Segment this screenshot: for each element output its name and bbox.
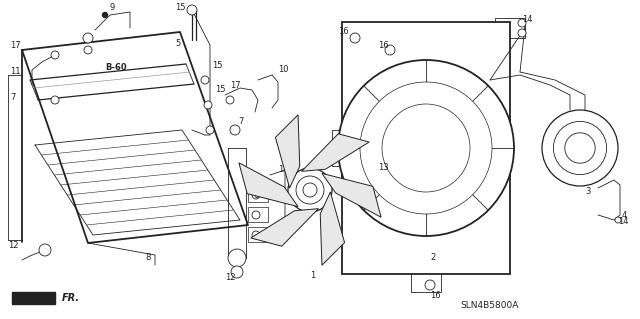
Circle shape	[303, 183, 317, 197]
Bar	[248, 227, 268, 242]
Circle shape	[206, 126, 214, 134]
Text: 11: 11	[10, 68, 20, 77]
Text: 6: 6	[253, 190, 259, 199]
Text: 7: 7	[10, 93, 15, 101]
Text: FR.: FR.	[62, 293, 80, 303]
Text: 9: 9	[110, 4, 115, 12]
Circle shape	[385, 45, 395, 55]
Polygon shape	[239, 163, 298, 207]
Text: 14: 14	[278, 166, 289, 174]
Polygon shape	[251, 209, 319, 246]
Circle shape	[228, 249, 246, 267]
Text: 15: 15	[175, 4, 186, 12]
Text: 10: 10	[278, 65, 289, 75]
Text: B-60: B-60	[105, 63, 127, 71]
Circle shape	[102, 12, 108, 18]
Text: SLN4B5800A: SLN4B5800A	[460, 300, 518, 309]
Circle shape	[204, 101, 212, 109]
Circle shape	[39, 244, 51, 256]
Polygon shape	[301, 134, 369, 171]
Text: 7: 7	[238, 117, 243, 127]
Circle shape	[231, 266, 243, 278]
Text: 16: 16	[430, 291, 440, 300]
Circle shape	[252, 231, 260, 239]
Bar	[248, 207, 268, 222]
Circle shape	[564, 133, 595, 163]
Circle shape	[554, 122, 607, 174]
Circle shape	[382, 104, 470, 192]
Circle shape	[83, 33, 93, 43]
Polygon shape	[275, 115, 300, 188]
Text: 12: 12	[8, 241, 19, 249]
Circle shape	[518, 29, 526, 37]
Circle shape	[296, 176, 324, 204]
Text: 1: 1	[310, 271, 316, 279]
Circle shape	[398, 120, 454, 176]
Circle shape	[615, 217, 621, 223]
Polygon shape	[322, 173, 381, 217]
Circle shape	[84, 46, 92, 54]
Polygon shape	[12, 292, 55, 304]
Circle shape	[226, 96, 234, 104]
Bar	[248, 187, 268, 202]
Circle shape	[425, 280, 435, 290]
Text: 16: 16	[378, 41, 388, 49]
Text: 15: 15	[212, 61, 223, 70]
Text: 8: 8	[145, 254, 150, 263]
Circle shape	[288, 168, 332, 212]
Text: 13: 13	[378, 164, 388, 173]
Circle shape	[518, 19, 526, 27]
Text: 14: 14	[618, 218, 628, 226]
Circle shape	[51, 96, 59, 104]
Text: 4: 4	[622, 211, 627, 219]
Circle shape	[332, 143, 342, 153]
Bar	[495, 18, 525, 38]
Circle shape	[542, 110, 618, 186]
Circle shape	[201, 76, 209, 84]
Circle shape	[187, 5, 197, 15]
Circle shape	[252, 191, 260, 199]
Circle shape	[51, 51, 59, 59]
Circle shape	[338, 60, 514, 236]
Bar	[342, 22, 510, 274]
Circle shape	[409, 131, 443, 165]
Text: 16: 16	[338, 27, 349, 36]
Polygon shape	[320, 192, 344, 265]
Circle shape	[230, 125, 240, 135]
Text: 2: 2	[430, 254, 435, 263]
Circle shape	[350, 33, 360, 43]
Text: 5: 5	[175, 39, 180, 48]
Circle shape	[360, 82, 492, 214]
Circle shape	[252, 211, 260, 219]
Text: 3: 3	[585, 188, 590, 197]
Text: 12: 12	[225, 272, 236, 281]
Text: 17: 17	[230, 80, 241, 90]
Text: 14: 14	[522, 16, 532, 25]
Text: 15: 15	[215, 85, 225, 94]
Text: 17: 17	[10, 41, 20, 49]
